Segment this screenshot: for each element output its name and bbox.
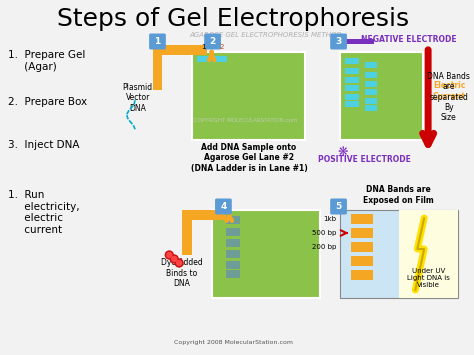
Bar [351, 214, 373, 224]
Text: Add DNA Sample onto
Agarose Gel Lane #2
(DNA Ladder is in Lane #1): Add DNA Sample onto Agarose Gel Lane #2 … [191, 143, 307, 173]
Circle shape [175, 259, 183, 267]
Text: POSITIVE ELECTRODE: POSITIVE ELECTRODE [318, 154, 410, 164]
Text: Electric
Current: Electric Current [433, 81, 466, 101]
Text: COPYRIGHT MOLECULARSTATION.com: COPYRIGHT MOLECULARSTATION.com [194, 118, 298, 122]
Text: 1.  Run
     electricity,
     electric
     current: 1. Run electricity, electric current [8, 190, 80, 235]
Text: NEGATIVE ELECTRODE: NEGATIVE ELECTRODE [361, 34, 456, 44]
Bar [339, 52, 423, 140]
Bar [227, 228, 240, 236]
Text: 3: 3 [336, 37, 342, 46]
Bar [182, 210, 227, 220]
Circle shape [177, 261, 182, 266]
Text: 5: 5 [336, 202, 342, 211]
Bar [365, 62, 377, 68]
FancyBboxPatch shape [330, 33, 347, 49]
FancyBboxPatch shape [215, 198, 232, 214]
Bar [365, 72, 377, 78]
Text: Under UV
Light DNA is
Visible: Under UV Light DNA is Visible [407, 268, 449, 288]
Text: Plasmid
Vector
DNA: Plasmid Vector DNA [123, 83, 153, 113]
Text: 3.  Inject DNA: 3. Inject DNA [8, 140, 79, 150]
Bar [351, 228, 373, 238]
Bar [227, 250, 240, 258]
Text: ❋: ❋ [337, 147, 348, 159]
Circle shape [172, 257, 177, 262]
Text: 4: 4 [220, 202, 227, 211]
Text: 2: 2 [210, 37, 216, 46]
Bar [211, 210, 320, 298]
Bar [346, 68, 359, 74]
FancyBboxPatch shape [204, 33, 221, 49]
Bar [346, 101, 359, 107]
Text: 500 bp: 500 bp [312, 230, 337, 236]
Text: Dye Added
Binds to
DNA: Dye Added Binds to DNA [161, 258, 203, 288]
Bar [399, 210, 458, 298]
Text: 2.  Prepare Box: 2. Prepare Box [8, 97, 87, 107]
Bar [227, 250, 240, 258]
FancyBboxPatch shape [330, 198, 347, 214]
Text: Copyright 2008 MolecularStation.com: Copyright 2008 MolecularStation.com [174, 340, 293, 345]
Bar [351, 270, 373, 280]
Text: 200 bp: 200 bp [312, 244, 337, 250]
Text: Steps of Gel Electrophoresis: Steps of Gel Electrophoresis [57, 7, 410, 31]
Circle shape [170, 255, 178, 263]
Bar [227, 261, 240, 269]
Bar [153, 45, 207, 55]
Bar [346, 85, 359, 91]
FancyBboxPatch shape [149, 33, 166, 49]
Bar [365, 81, 377, 87]
Text: 1: 1 [155, 37, 161, 46]
Bar [227, 216, 240, 224]
Text: 2: 2 [219, 44, 224, 50]
Bar [227, 270, 240, 278]
Bar [365, 105, 377, 111]
Bar [227, 228, 240, 236]
Bar [182, 215, 192, 255]
Bar [227, 239, 240, 247]
Text: DNA Bands are
Exposed on Film: DNA Bands are Exposed on Film [363, 185, 434, 205]
Text: 1kb: 1kb [324, 216, 337, 222]
Bar [365, 89, 377, 95]
Bar [351, 242, 373, 252]
Text: 1.  Prepare Gel
     (Agar): 1. Prepare Gel (Agar) [8, 50, 85, 72]
Text: DNA Bands
are
separated
By
Size: DNA Bands are separated By Size [428, 72, 470, 122]
Bar [351, 256, 373, 266]
Bar [339, 210, 458, 298]
Bar [227, 216, 240, 224]
Bar [214, 56, 228, 62]
Circle shape [167, 252, 172, 257]
Text: 1: 1 [201, 44, 206, 50]
Bar [346, 94, 359, 100]
Bar [192, 52, 305, 140]
Bar [153, 50, 163, 90]
Bar [365, 98, 377, 104]
Text: AGAROSE GEL ELECTROPHORESIS METHOD: AGAROSE GEL ELECTROPHORESIS METHOD [189, 32, 342, 38]
Bar [345, 39, 374, 44]
Circle shape [165, 251, 173, 259]
Bar [197, 56, 210, 62]
Bar [346, 58, 359, 64]
Bar [227, 270, 240, 278]
Bar [227, 261, 240, 269]
Bar [346, 77, 359, 83]
Bar [227, 239, 240, 247]
